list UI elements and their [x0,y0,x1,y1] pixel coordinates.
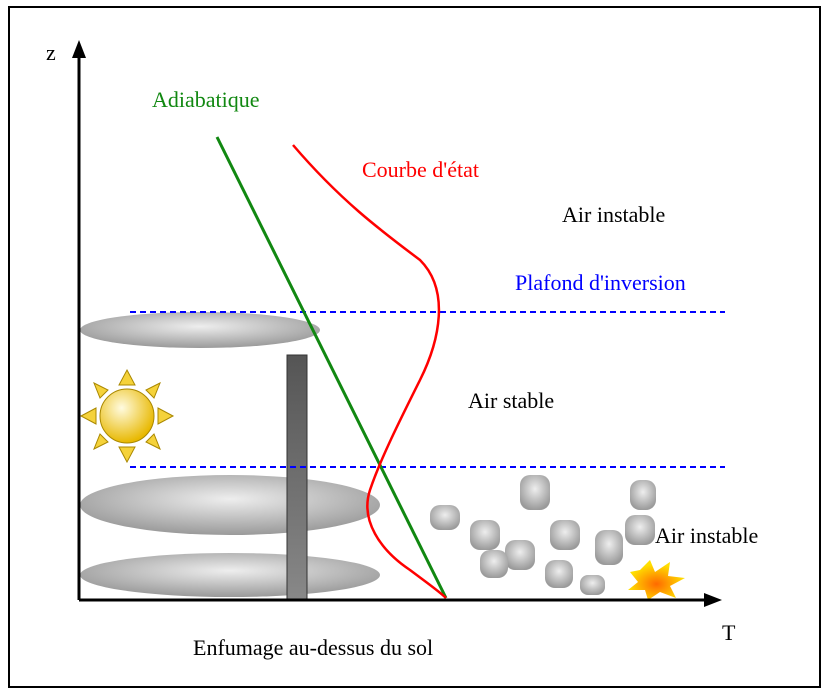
state-curve-label: Courbe d'état [362,157,479,182]
y-axis-label: z [46,40,56,65]
chimney [286,354,308,601]
unstable-top-label: Air instable [562,202,665,227]
unstable-bottom-label: Air instable [655,523,758,548]
x-axis-label: T [722,620,736,645]
fire [628,560,685,600]
caption: Enfumage au-dessus du sol [193,635,433,660]
adiabatic-label: Adiabatique [152,87,260,112]
sun [79,368,175,464]
state-curve [292,144,447,599]
stable-label: Air stable [468,388,554,413]
axes [72,40,722,607]
inversion-label: Plafond d'inversion [515,270,686,295]
adiabatic-line [215,136,448,599]
